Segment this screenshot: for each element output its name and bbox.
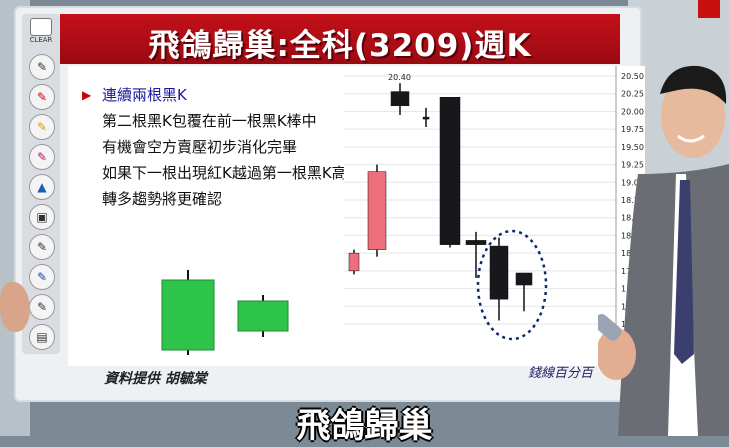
pen-icon: ✎	[36, 300, 48, 314]
illustration-candle-2-body	[237, 300, 289, 332]
high-price-label: 20.40	[388, 73, 411, 82]
candle-body	[348, 252, 360, 272]
clear-button[interactable]: CLEAR	[26, 16, 56, 46]
screen-icon: ▣	[36, 210, 48, 224]
illustration-candle-1-body	[161, 279, 215, 351]
tool-pen-gray[interactable]: ✎	[29, 234, 55, 260]
candle-body	[422, 116, 430, 120]
candle-body	[489, 245, 509, 300]
price-tick-label: 19.50	[621, 143, 644, 152]
pen-icon: ✎	[36, 150, 48, 164]
description-line-4: 如果下一根出現紅K越過第一根黑K高	[102, 164, 347, 182]
window-icon: ▤	[36, 330, 48, 344]
description-line-5: 轉多趨勢將更確認	[102, 190, 223, 208]
description-line-3: 有機會空方賣壓初步消化完畢	[102, 138, 298, 156]
guest-hand	[0, 282, 30, 332]
pen-icon: ✎	[36, 270, 48, 284]
pen-icon: ✎	[36, 60, 48, 74]
candle-body	[390, 91, 410, 107]
candle-body	[367, 171, 387, 250]
price-tick-label: 20.25	[621, 90, 644, 99]
price-tick-label: 19.75	[621, 125, 644, 134]
tool-pen-blue[interactable]: ✎	[29, 264, 55, 290]
candle-body	[439, 97, 461, 245]
price-tick-label: 20.50	[621, 72, 644, 81]
description-line-2: 第二根黑K包覆在前一根黑K棒中	[102, 112, 317, 130]
candle-body	[465, 240, 487, 245]
bullet-triangle-icon: ▶	[82, 88, 92, 102]
triangle-icon: ▲	[37, 180, 47, 194]
weekly-candlestick-chart: 20.50 20.25 20.00 19.75 19.50 19.25 19.00 18.75…	[344, 66, 645, 366]
description-line-1: 連續兩根黑K	[102, 86, 187, 104]
price-tick-label: 20.00	[621, 107, 644, 116]
price-tick-label: 19.25	[621, 161, 644, 170]
chart-plot-area	[344, 66, 645, 366]
tool-pen-red[interactable]: ✎	[29, 84, 55, 110]
program-logo: 錢線百分百	[528, 366, 594, 381]
price-tick-label: 19.00	[621, 178, 644, 187]
clear-label: CLEAR	[29, 36, 53, 44]
candle-illustration	[161, 270, 289, 355]
subtitle-caption: 飛鴿歸巢	[296, 406, 433, 446]
highlight-circle	[476, 229, 548, 341]
page-title: 飛鴿歸巢:全科(3209)週K	[148, 28, 532, 64]
candle-body	[515, 272, 533, 286]
channel-corner-mark	[698, 0, 720, 18]
pen-icon: ✎	[36, 240, 48, 254]
tool-pen-dark[interactable]: ✎	[29, 294, 55, 320]
tool-pen-magenta[interactable]: ✎	[29, 144, 55, 170]
data-credit: 資料提供 胡毓棠	[104, 371, 207, 387]
price-tick-label: 18.50	[621, 214, 644, 223]
tool-pen-black[interactable]: ✎	[29, 54, 55, 80]
price-tick-label: 18.75	[621, 196, 644, 205]
title-banner: 飛鴿歸巢:全科(3209)週K	[60, 14, 620, 64]
tool-screen[interactable]: ▣	[29, 204, 55, 230]
tool-triangle[interactable]: ▲	[29, 174, 55, 200]
pen-icon: ✎	[36, 90, 48, 104]
tool-window[interactable]: ▤	[29, 324, 55, 350]
presenter	[598, 65, 729, 436]
tool-pen-yellow[interactable]: ✎	[29, 114, 55, 140]
pen-icon: ✎	[36, 120, 48, 134]
eraser-icon	[30, 18, 52, 36]
